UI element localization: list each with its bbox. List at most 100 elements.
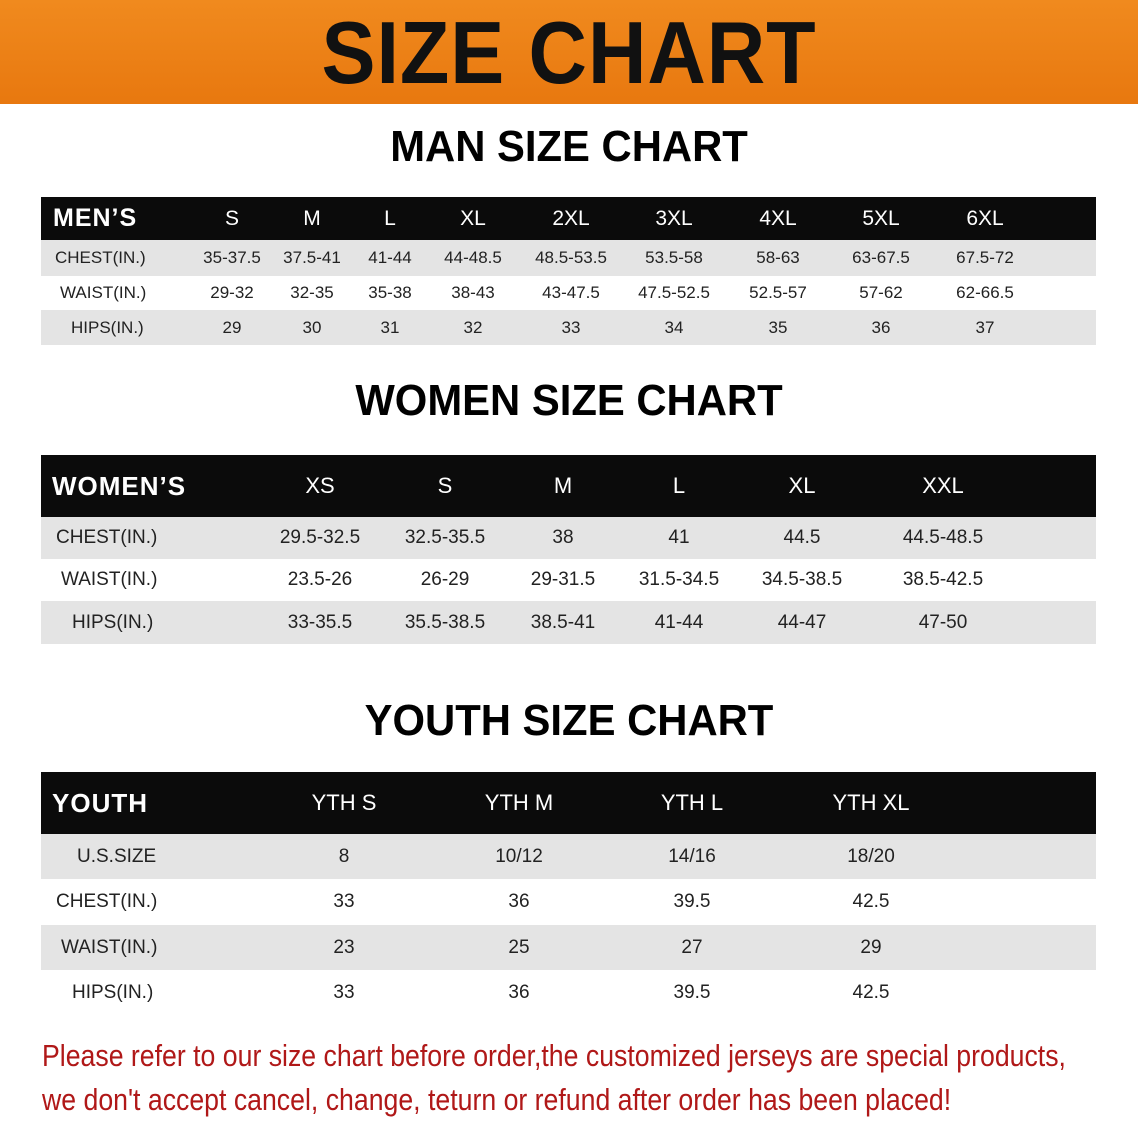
table-cell: 39.5 — [673, 981, 711, 1003]
table-cell: 31.5-34.5 — [638, 569, 720, 590]
men-section-title: MAN SIZE CHART — [390, 122, 748, 171]
table-cell: 10/12 — [495, 845, 543, 867]
table-cell: 58-63 — [756, 248, 800, 267]
size-header-xl: XL — [788, 473, 816, 498]
table-cell: 33 — [333, 891, 355, 912]
table-cell: 38.5-42.5 — [902, 569, 984, 590]
table-cell: 53.5-58 — [645, 248, 703, 267]
table-row: CHEST(IN.) 29.5-32.5 32.5-35.5 38 41 44.5 44.5… — [41, 517, 1096, 559]
table-row: HIPS(IN.) 33-35.5 35.5-38.5 38.5-41 41-44 44-… — [41, 601, 1096, 644]
size-header-s: S — [437, 473, 453, 498]
table-cell: 36 — [871, 317, 891, 337]
table-cell: 63-67.5 — [852, 248, 910, 267]
table-cell: 8 — [338, 845, 350, 867]
table-cell: 35.5-38.5 — [404, 611, 486, 633]
table-cell: 18/20 — [847, 845, 895, 867]
table-row: CHEST(IN.) 33 36 39.5 42.5 — [41, 879, 1096, 925]
table-cell: 62-66.5 — [956, 283, 1014, 302]
size-header-6xl: 6XL — [966, 206, 1004, 230]
table-header-row: MEN’S S M L XL 2XL 3XL 4XL 5XL 6XL — [41, 197, 1096, 240]
size-chart-banner: SIZE CHART — [0, 0, 1138, 104]
table-cell: 37 — [975, 317, 995, 337]
table-cell: 41-44 — [368, 248, 412, 267]
table-cell: 37.5-41 — [283, 248, 341, 267]
row-label: WAIST(IN.) — [61, 569, 158, 590]
table-cell: 30 — [302, 317, 322, 337]
size-header-5xl: 5XL — [862, 206, 900, 230]
table-cell: 32.5-35.5 — [404, 527, 486, 548]
size-header-s: S — [224, 206, 240, 230]
table-cell: 29.5-32.5 — [279, 527, 361, 548]
table-header-label: YOUTH — [52, 787, 148, 818]
table-cell: 44-48.5 — [444, 248, 502, 267]
table-cell: 39.5 — [673, 891, 711, 912]
table-cell: 29-31.5 — [530, 569, 596, 590]
table-cell: 26-29 — [420, 569, 470, 590]
table-row: HIPS(IN.) 33 36 39.5 42.5 — [41, 970, 1096, 1015]
row-label: HIPS(IN.) — [71, 317, 144, 337]
table-cell: 44.5 — [783, 527, 821, 548]
table-cell: 35-38 — [368, 283, 412, 302]
table-cell: 23 — [333, 936, 355, 958]
table-cell: 27 — [681, 936, 703, 958]
table-cell: 36 — [508, 891, 530, 912]
table-row: WAIST(IN.) 23 25 27 29 — [41, 925, 1096, 970]
table-cell: 34.5-38.5 — [761, 569, 843, 590]
table-row: CHEST(IN.) 35-37.5 37.5-41 41-44 44-48.5 48.5… — [41, 240, 1096, 276]
table-cell: 14/16 — [668, 845, 716, 867]
table-cell: 38.5-41 — [530, 611, 596, 633]
row-label: HIPS(IN.) — [72, 981, 154, 1003]
order-notice-line-1: Please refer to our size chart before or… — [42, 1038, 1066, 1073]
order-notice-line-2: we don't accept cancel, change, teturn o… — [42, 1082, 952, 1117]
size-header-yth-s: YTH S — [311, 790, 377, 815]
size-header-yth-xl: YTH XL — [832, 790, 910, 815]
table-cell: 33-35.5 — [287, 611, 353, 633]
table-row: WAIST(IN.) 29-32 32-35 35-38 38-43 43-47.5 47.… — [41, 276, 1096, 310]
size-header-yth-m: YTH M — [484, 790, 554, 815]
row-label: U.S.SIZE — [77, 845, 157, 867]
table-row: HIPS(IN.) 29 30 31 32 33 34 35 36 37 — [41, 310, 1096, 345]
size-header-3xl: 3XL — [655, 206, 693, 230]
size-header-xl: XL — [460, 206, 486, 230]
table-header-label: WOMEN’S — [52, 470, 187, 501]
table-cell: 33 — [561, 317, 581, 337]
table-cell: 29 — [860, 936, 882, 958]
table-cell: 32 — [463, 317, 483, 337]
row-label: CHEST(IN.) — [56, 891, 158, 912]
table-cell: 25 — [508, 936, 530, 958]
row-label: WAIST(IN.) — [60, 283, 147, 302]
table-cell: 23.5-26 — [287, 569, 353, 590]
table-row: U.S.SIZE 8 10/12 14/16 18/20 — [41, 834, 1096, 879]
row-label: HIPS(IN.) — [72, 611, 154, 633]
table-cell: 36 — [508, 981, 530, 1003]
table-row: WAIST(IN.) 23.5-26 26-29 29-31.5 31.5-34.5 34… — [41, 559, 1096, 601]
table-cell: 41 — [668, 527, 690, 548]
table-cell: 52.5-57 — [749, 283, 807, 302]
size-header-l: L — [672, 473, 686, 498]
size-header-xxl: XXL — [922, 473, 964, 498]
size-header-m: M — [553, 473, 573, 498]
table-cell: 42.5 — [852, 891, 890, 912]
table-cell: 47-50 — [918, 611, 968, 633]
table-cell: 38-43 — [451, 283, 495, 302]
table-cell: 43-47.5 — [542, 283, 600, 302]
table-cell: 42.5 — [852, 981, 890, 1003]
women-section-title: WOMEN SIZE CHART — [355, 376, 783, 425]
table-header-row: WOMEN’S XS S M L XL XXL — [41, 455, 1096, 517]
table-cell: 38 — [552, 527, 574, 548]
size-header-4xl: 4XL — [759, 206, 797, 230]
table-cell: 34 — [664, 317, 684, 337]
table-cell: 31 — [380, 317, 400, 337]
size-header-yth-l: YTH L — [660, 790, 724, 815]
table-cell: 44.5-48.5 — [902, 527, 984, 548]
table-cell: 44-47 — [777, 611, 827, 633]
row-label: CHEST(IN.) — [56, 527, 158, 548]
banner-title: SIZE CHART — [321, 3, 817, 102]
table-cell: 32-35 — [290, 283, 334, 302]
table-header-row: YOUTH YTH S YTH M YTH L YTH XL — [41, 772, 1096, 834]
table-cell: 35-37.5 — [203, 248, 261, 267]
size-header-l: L — [384, 206, 396, 230]
table-cell: 33 — [333, 981, 355, 1003]
size-header-xs: XS — [305, 473, 335, 498]
table-cell: 67.5-72 — [956, 248, 1014, 267]
